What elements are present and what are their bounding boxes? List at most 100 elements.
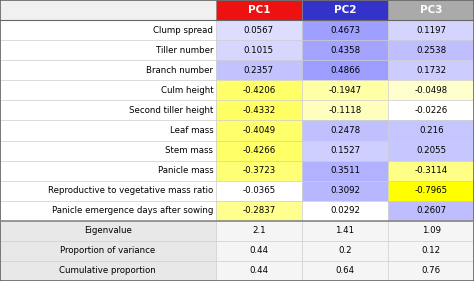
Text: -0.4332: -0.4332 xyxy=(242,106,275,115)
Bar xyxy=(0,261,216,281)
Bar xyxy=(302,0,388,20)
Text: Leaf mass: Leaf mass xyxy=(170,126,213,135)
Bar xyxy=(302,181,388,201)
Text: Stem mass: Stem mass xyxy=(165,146,213,155)
Text: 0.44: 0.44 xyxy=(249,246,268,255)
Text: Second tiller height: Second tiller height xyxy=(129,106,213,115)
Text: 0.64: 0.64 xyxy=(336,266,355,275)
Text: Proportion of variance: Proportion of variance xyxy=(60,246,155,255)
Bar xyxy=(302,261,388,281)
Bar xyxy=(0,241,216,261)
Bar xyxy=(388,261,474,281)
Text: -0.3114: -0.3114 xyxy=(415,166,448,175)
Text: 0.0567: 0.0567 xyxy=(244,26,274,35)
Bar xyxy=(302,201,388,221)
Text: Branch number: Branch number xyxy=(146,66,213,75)
Bar xyxy=(216,160,302,181)
Bar xyxy=(302,121,388,140)
Text: Panicle mass: Panicle mass xyxy=(157,166,213,175)
Text: 0.216: 0.216 xyxy=(419,126,444,135)
Bar xyxy=(0,201,216,221)
Text: -0.4206: -0.4206 xyxy=(242,86,275,95)
Bar xyxy=(302,221,388,241)
Bar xyxy=(216,20,302,40)
Text: 0.2055: 0.2055 xyxy=(416,146,447,155)
Text: -0.7965: -0.7965 xyxy=(415,186,448,195)
Text: 0.0292: 0.0292 xyxy=(330,206,360,215)
Text: -0.2837: -0.2837 xyxy=(242,206,275,215)
Bar xyxy=(302,20,388,40)
Bar xyxy=(216,201,302,221)
Text: 0.12: 0.12 xyxy=(422,246,441,255)
Text: 0.2607: 0.2607 xyxy=(416,206,447,215)
Text: -0.0498: -0.0498 xyxy=(415,86,448,95)
Text: -0.4266: -0.4266 xyxy=(242,146,275,155)
Bar xyxy=(216,261,302,281)
Text: 1.09: 1.09 xyxy=(422,226,441,235)
Bar xyxy=(0,20,216,40)
Text: 0.76: 0.76 xyxy=(422,266,441,275)
Text: 0.1527: 0.1527 xyxy=(330,146,360,155)
Text: 0.4358: 0.4358 xyxy=(330,46,360,55)
Bar xyxy=(0,181,216,201)
Bar xyxy=(388,20,474,40)
Bar xyxy=(0,40,216,60)
Bar xyxy=(0,0,216,20)
Text: 0.2478: 0.2478 xyxy=(330,126,360,135)
Bar xyxy=(388,80,474,100)
Text: Panicle emergence days after sowing: Panicle emergence days after sowing xyxy=(52,206,213,215)
Text: -0.4049: -0.4049 xyxy=(242,126,275,135)
Bar xyxy=(216,181,302,201)
Bar xyxy=(302,40,388,60)
Text: 0.2538: 0.2538 xyxy=(416,46,447,55)
Text: 0.3092: 0.3092 xyxy=(330,186,360,195)
Text: 0.44: 0.44 xyxy=(249,266,268,275)
Text: Reproductive to vegetative mass ratio: Reproductive to vegetative mass ratio xyxy=(48,186,213,195)
Text: PC3: PC3 xyxy=(420,5,443,15)
Text: Cumulative proportion: Cumulative proportion xyxy=(59,266,156,275)
Bar xyxy=(0,100,216,121)
Bar xyxy=(388,60,474,80)
Bar xyxy=(388,160,474,181)
Bar xyxy=(216,60,302,80)
Text: PC1: PC1 xyxy=(247,5,270,15)
Bar xyxy=(388,201,474,221)
Bar xyxy=(302,241,388,261)
Bar xyxy=(0,60,216,80)
Text: 0.1197: 0.1197 xyxy=(416,26,447,35)
Bar xyxy=(216,0,302,20)
Bar xyxy=(302,100,388,121)
Bar xyxy=(216,100,302,121)
Text: 0.2: 0.2 xyxy=(338,246,352,255)
Text: Clump spread: Clump spread xyxy=(154,26,213,35)
Bar xyxy=(216,140,302,160)
Bar xyxy=(388,241,474,261)
Bar xyxy=(388,221,474,241)
Text: Tiller number: Tiller number xyxy=(156,46,213,55)
Bar xyxy=(0,121,216,140)
Bar xyxy=(0,160,216,181)
Text: 0.4673: 0.4673 xyxy=(330,26,360,35)
Text: 0.2357: 0.2357 xyxy=(244,66,274,75)
Text: -0.1118: -0.1118 xyxy=(328,106,362,115)
Bar xyxy=(388,40,474,60)
Text: 0.1015: 0.1015 xyxy=(244,46,274,55)
Text: 1.41: 1.41 xyxy=(336,226,355,235)
Text: Eigenvalue: Eigenvalue xyxy=(84,226,132,235)
Bar xyxy=(302,80,388,100)
Text: 0.4866: 0.4866 xyxy=(330,66,360,75)
Bar xyxy=(388,181,474,201)
Bar xyxy=(388,140,474,160)
Bar xyxy=(388,100,474,121)
Bar xyxy=(388,0,474,20)
Bar xyxy=(302,160,388,181)
Bar xyxy=(302,140,388,160)
Text: PC2: PC2 xyxy=(334,5,356,15)
Bar xyxy=(0,221,216,241)
Text: -0.3723: -0.3723 xyxy=(242,166,275,175)
Text: 0.3511: 0.3511 xyxy=(330,166,360,175)
Bar xyxy=(216,80,302,100)
Text: 2.1: 2.1 xyxy=(252,226,265,235)
Bar xyxy=(216,241,302,261)
Bar xyxy=(216,221,302,241)
